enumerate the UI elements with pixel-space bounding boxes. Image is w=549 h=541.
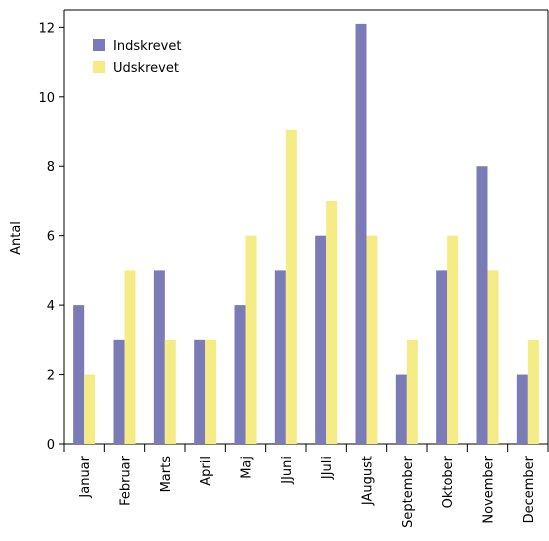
bar-udskrevet bbox=[447, 235, 459, 444]
y-tick-label: 2 bbox=[47, 369, 55, 384]
y-tick-label: 4 bbox=[47, 299, 55, 314]
x-tick-label: April bbox=[199, 456, 214, 486]
x-tick-label: September bbox=[401, 455, 416, 528]
bar-indskrevet bbox=[73, 305, 85, 444]
y-tick-label: 0 bbox=[47, 438, 55, 453]
bar-udskrevet bbox=[285, 129, 297, 444]
x-tick-label: Januar bbox=[78, 455, 93, 498]
bar-udskrevet bbox=[487, 270, 499, 444]
x-axis-ticks: Januar Februar Marts April Maj JJuni JJuli JAug… bbox=[63, 444, 549, 528]
bar-indskrevet bbox=[274, 270, 286, 444]
bar-udskrevet bbox=[245, 235, 257, 444]
legend-label: Udskrevet bbox=[113, 61, 179, 76]
x-tick-label: December bbox=[522, 455, 537, 523]
y-axis-title: Antal bbox=[9, 221, 24, 255]
bar-udskrevet bbox=[406, 339, 418, 444]
y-tick-label: 12 bbox=[38, 21, 55, 36]
bar-indskrevet bbox=[315, 235, 327, 444]
bar-udskrevet bbox=[124, 270, 136, 444]
bar-udskrevet bbox=[84, 374, 96, 444]
x-tick-label: Marts bbox=[159, 456, 174, 493]
x-tick-label: Maj bbox=[240, 456, 255, 479]
bar-udskrevet bbox=[164, 339, 176, 444]
bar-udskrevet bbox=[326, 200, 338, 444]
legend-swatch bbox=[93, 39, 105, 51]
bar-indskrevet bbox=[234, 305, 246, 444]
y-tick-label: 8 bbox=[47, 160, 55, 175]
y-tick-label: 10 bbox=[38, 91, 55, 106]
x-tick-label: JAugust bbox=[361, 456, 376, 506]
legend-label: Indskrevet bbox=[113, 39, 181, 54]
bar-indskrevet bbox=[113, 339, 125, 444]
bar-indskrevet bbox=[355, 23, 367, 444]
bar-indskrevet bbox=[516, 374, 528, 444]
bar-indskrevet bbox=[395, 374, 407, 444]
bars bbox=[73, 23, 539, 445]
bar-indskrevet bbox=[476, 166, 488, 445]
bar-indskrevet bbox=[194, 339, 206, 444]
bar-indskrevet bbox=[436, 270, 448, 444]
bar-udskrevet bbox=[527, 339, 539, 444]
x-tick-label: JJuli bbox=[320, 456, 335, 480]
x-tick-label: November bbox=[482, 455, 497, 523]
x-tick-label: Februar bbox=[119, 455, 134, 506]
legend-swatch bbox=[93, 61, 105, 73]
x-tick-label: JJuni bbox=[280, 456, 295, 485]
y-tick-label: 6 bbox=[47, 230, 55, 245]
y-axis-ticks: 0 2 4 6 8 10 12 bbox=[38, 21, 64, 453]
bar-udskrevet bbox=[205, 339, 217, 444]
bar-udskrevet bbox=[366, 235, 378, 444]
x-tick-label: Oktober bbox=[441, 455, 456, 508]
legend: Indskrevet Udskrevet bbox=[93, 39, 181, 76]
bar-indskrevet bbox=[153, 270, 165, 444]
